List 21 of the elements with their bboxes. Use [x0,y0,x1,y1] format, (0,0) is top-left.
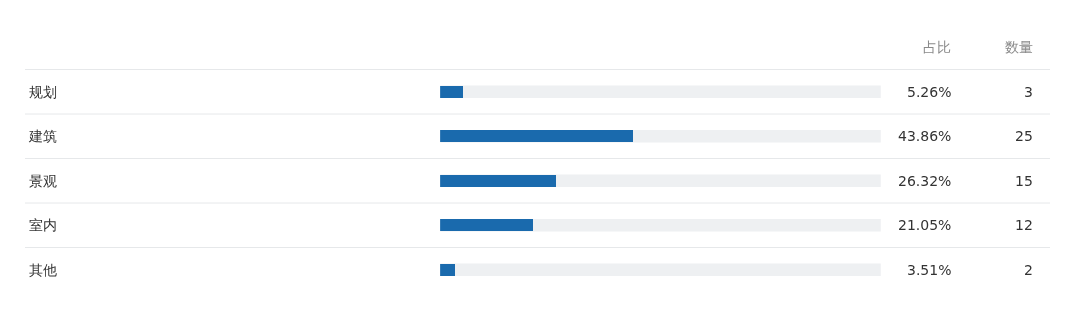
data-label: 26.32% [898,173,952,189]
data-label: 3.51% [907,262,952,278]
text: 2 [1024,262,1033,278]
bar [440,219,534,231]
data-label: 5.26% [907,84,952,100]
data-label: 21.05% [898,217,952,233]
data-label: 43.86% [898,128,952,144]
bar [440,175,557,187]
text: 占比 [923,39,951,55]
y-tick-label: 景观 [29,172,57,189]
bar [440,264,456,276]
y-tick-label: 规划 [29,83,57,100]
y-tick-label: 其他 [29,261,57,278]
text: 数量 [1005,39,1033,55]
text: 15 [1015,173,1033,189]
bar [440,86,464,98]
y-tick-label: 建筑 [28,128,57,145]
text: 12 [1015,217,1033,233]
text: 3 [1024,84,1033,100]
text: 25 [1015,128,1033,144]
y-tick-label: 室内 [29,217,57,234]
